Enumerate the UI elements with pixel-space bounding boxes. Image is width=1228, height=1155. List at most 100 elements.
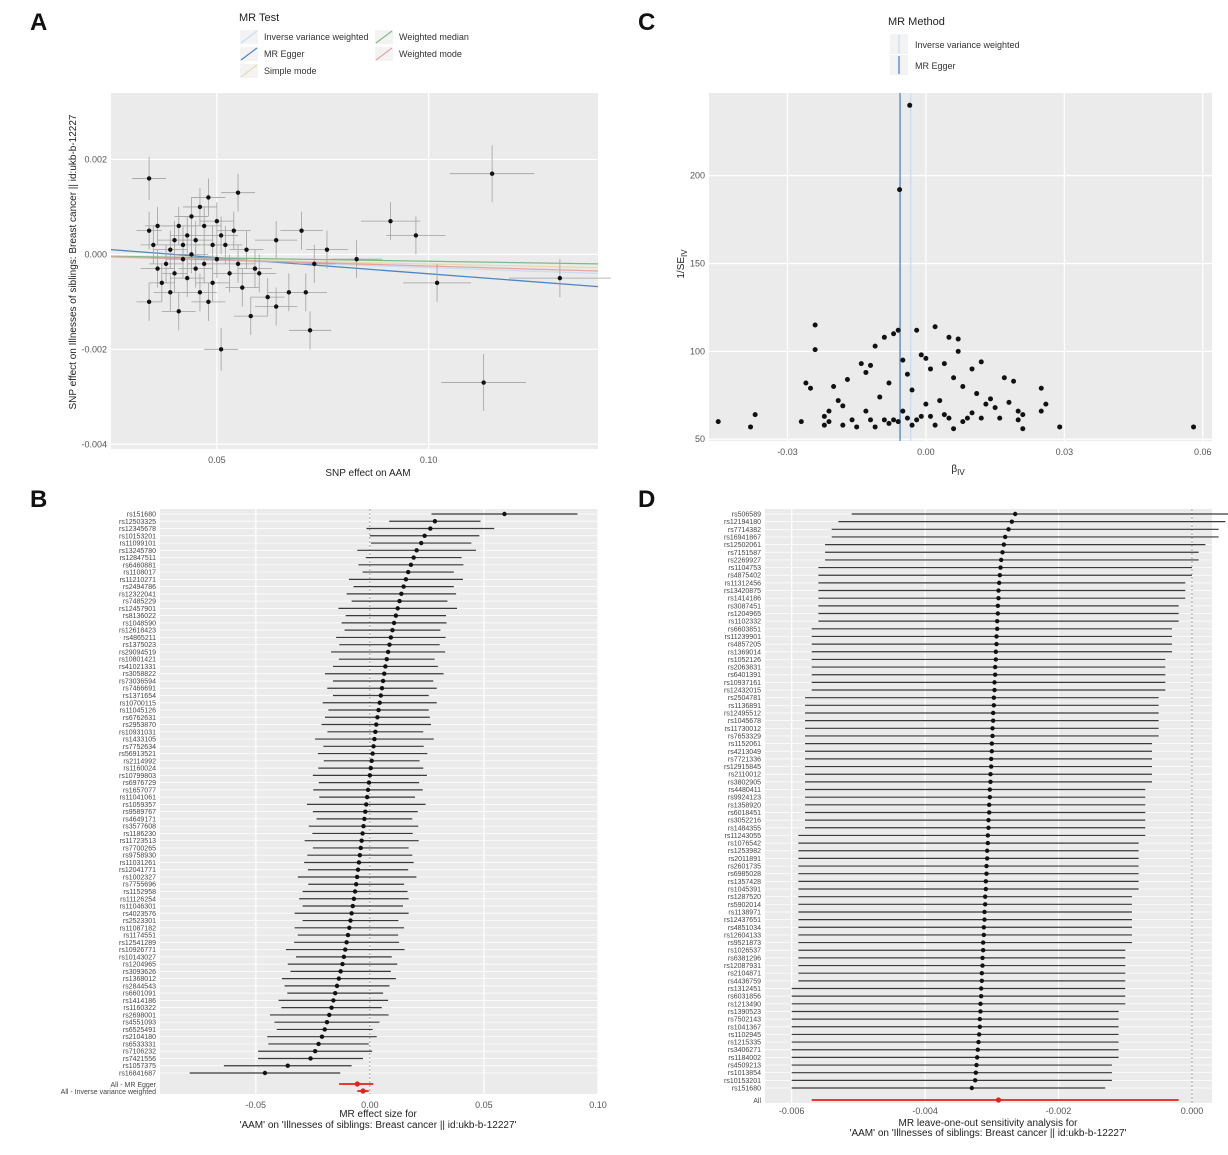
panel-b-snp-label-13: rs12457901 — [119, 606, 156, 613]
panel-d-snp-label-46: rs2601735 — [728, 864, 761, 871]
panel-a-point-6 — [146, 299, 152, 305]
panel-d-point-65 — [978, 1009, 983, 1014]
panel-b-snp-label-48: rs11031261 — [120, 860, 157, 867]
panel-c-point-30 — [881, 417, 887, 423]
panel-a-point-59 — [557, 275, 563, 281]
panel-a-point-58 — [481, 380, 486, 385]
panel-a-point-5 — [159, 280, 165, 286]
panel-d-point-40 — [986, 817, 991, 823]
panel-d-snp-label-14: rs1102332 — [728, 619, 761, 626]
panel-d-snp-label-24: rs2504781 — [728, 695, 761, 702]
panel-d-snp-label-52: rs1138971 — [728, 909, 761, 916]
panel-d-snp-label-73: rs1013854 — [728, 1070, 761, 1077]
panel-d-point-13 — [995, 611, 1001, 616]
panel-c-point-22 — [863, 408, 869, 414]
panel-a-x-axis-title: SNP effect on AAM — [325, 468, 410, 479]
panel-d-snp-label-19: rs1052126 — [728, 657, 761, 664]
panel-c-point-53 — [937, 398, 943, 404]
panel-a-point-8 — [168, 247, 173, 252]
panel-c-point-77 — [1015, 417, 1021, 423]
panel-b-point-2 — [428, 526, 433, 531]
panel-c-plot-area — [709, 93, 1212, 441]
panel-c-point-73 — [997, 415, 1003, 421]
panel-c-point-14 — [831, 384, 837, 390]
panel-b-point-49 — [355, 867, 361, 872]
panel-c-point-60 — [955, 348, 961, 354]
panel-d-snp-label-60: rs2104871 — [728, 971, 761, 978]
panel-b-snp-label-43: rs3577608 — [123, 824, 156, 831]
panel-b-snp-label-31: rs1433105 — [123, 737, 156, 744]
panel-a-legend-label-1: MR Egger — [264, 49, 305, 59]
panel-b-point-1 — [432, 519, 438, 524]
panel-c-point-26 — [872, 343, 878, 349]
panel-d-snp-label-61: rs4436759 — [728, 978, 761, 985]
panel-d-snp-label-31: rs4213049 — [728, 749, 761, 756]
panel-d-leave-one-out-plot: rs506589rs12194180rs7714382rs16941867rs1… — [724, 509, 1228, 1139]
panel-d-point-3 — [1002, 534, 1008, 540]
panel-d-summary-row: All — [753, 1097, 1179, 1105]
panel-c-point-66 — [969, 410, 975, 416]
panel-d-snp-label-53: rs12437651 — [724, 917, 761, 924]
panel-a-point-12 — [176, 223, 181, 229]
panel-a-point-15 — [180, 256, 186, 262]
panel-d-snp-label-51: rs5902014 — [728, 902, 761, 909]
panel-d-xtick-1: -0.004 — [912, 1106, 938, 1116]
panel-a-point-23 — [197, 290, 203, 295]
panel-a-point-57 — [489, 171, 495, 176]
panel-d-point-75 — [969, 1085, 975, 1091]
panel-d-snp-label-74: rs10153201 — [724, 1078, 761, 1085]
panel-a-point-42 — [252, 266, 258, 271]
panel-b-point-51 — [353, 882, 359, 887]
panel-d-point-55 — [981, 932, 987, 938]
panel-c-point-16 — [840, 422, 846, 428]
panel-b-snp-label-32: rs7752634 — [123, 744, 156, 751]
panel-d-snp-label-34: rs2110012 — [728, 772, 761, 779]
panel-d-point-53 — [982, 917, 987, 922]
panel-b-snp-labels: rs151680rs12503325rs12345678rs10153201rs… — [119, 512, 156, 1078]
panel-c-legend-title: MR Method — [888, 16, 945, 28]
panel-d-point-49 — [983, 886, 989, 892]
panel-d-snp-label-48: rs1357428 — [728, 879, 761, 886]
panel-d-point-51 — [982, 902, 988, 907]
panel-b-point-7 — [408, 562, 414, 568]
panel-d-snp-label-27: rs1045678 — [728, 718, 761, 725]
panel-b-point-21 — [383, 664, 388, 669]
panel-d-snp-label-59: rs12087931 — [724, 963, 761, 970]
panel-c-point-25 — [868, 362, 874, 368]
panel-a-point-1 — [146, 228, 152, 233]
panel-d-snp-label-1: rs12194180 — [724, 519, 761, 526]
panel-b-xtick-0: -0.05 — [246, 1100, 267, 1110]
panel-b-point-23 — [380, 678, 386, 684]
panel-b-point-13 — [395, 606, 400, 611]
panel-b-point-42 — [362, 816, 367, 822]
panel-a-point-35 — [227, 271, 232, 276]
panel-d-snp-label-32: rs7721336 — [728, 756, 761, 763]
panel-b-snp-label-27: rs11045126 — [120, 708, 157, 715]
panel-a-point-29 — [210, 280, 215, 286]
panel-d-point-8 — [997, 573, 1003, 578]
panel-d-snp-label-20: rs2063831 — [728, 665, 761, 672]
panel-b-point-9 — [403, 577, 409, 582]
panel-d-snp-label-22: rs10937161 — [724, 680, 761, 687]
panel-d-point-19 — [993, 657, 999, 662]
panel-a-xtick-1: 0.10 — [420, 455, 438, 465]
panel-d-point-30 — [989, 741, 995, 746]
panel-d-point-37 — [987, 794, 993, 800]
panel-d-snp-label-11: rs1414186 — [728, 596, 761, 603]
panel-a-ytick-1: -0.002 — [81, 344, 107, 354]
panel-a-tick-labels: 0.05 0.10 -0.004 -0.002 0.000 0.002 — [81, 154, 437, 465]
panel-d-snp-label-63: rs6031856 — [728, 994, 761, 1001]
panel-b-point-14 — [393, 613, 399, 618]
panel-b-snp-label-29: rs2953870 — [123, 722, 156, 729]
panel-b-snp-label-8: rs1108017 — [123, 570, 156, 577]
panel-b-point-29 — [374, 722, 379, 727]
panel-a-point-37 — [235, 190, 241, 195]
panel-b-point-3 — [422, 533, 427, 538]
panel-a-point-27 — [206, 299, 211, 305]
panel-c-funnel-plot: MR Method Inverse variance weighted MR Eg… — [676, 16, 1212, 477]
panel-b-point-45 — [359, 838, 364, 843]
panel-d-point-48 — [983, 879, 989, 884]
panel-b-point-11 — [399, 591, 404, 597]
panel-d-x-axis-title-line-0: MR leave-one-out sensitivity analysis fo… — [899, 1118, 1079, 1129]
